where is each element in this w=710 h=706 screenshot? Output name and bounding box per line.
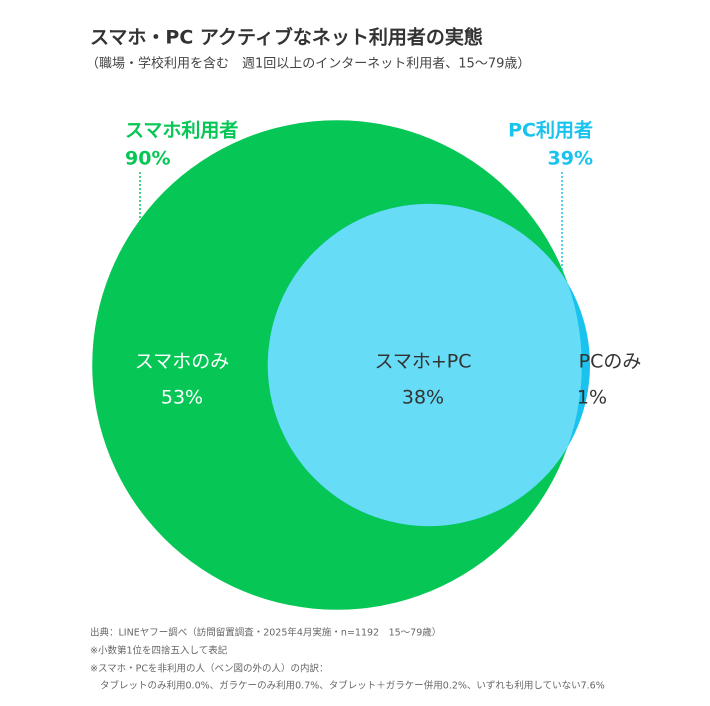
chart-title: スマホ・PC アクティブなネット利用者の実態 <box>90 26 483 49</box>
intersection <box>267 203 582 527</box>
note: ※小数第1位を四捨五入して表記 <box>90 645 228 657</box>
note: ※スマホ・PCを非利用の人（ベン図の外の人）の内訳： <box>90 663 329 675</box>
note: タブレットのみ利用0.0%、ガラケーのみ利用0.7%、タブレット＋ガラケー併用0… <box>100 680 605 692</box>
region-value-label: 1% <box>577 387 607 409</box>
set-name: スマホ利用者 <box>125 120 238 142</box>
region-value-label: 38% <box>402 387 444 409</box>
set-name: PC利用者 <box>508 120 593 142</box>
note: 出典：LINEヤフー調べ（訪問留置調査・2025年4月実施・n=1192 15〜… <box>90 627 441 639</box>
region-name: スマホのみ <box>135 351 229 373</box>
region-name: PCのみ <box>579 351 642 373</box>
region-value-label: 53% <box>161 387 203 409</box>
set-value-label: 90% <box>125 148 170 170</box>
region-name: スマホ+PC <box>374 351 471 373</box>
chart-subtitle: （職場・学校利用を含む 週1回以上のインターネット利用者、15〜79歳） <box>86 56 530 72</box>
set-value-label: 39% <box>548 148 593 170</box>
